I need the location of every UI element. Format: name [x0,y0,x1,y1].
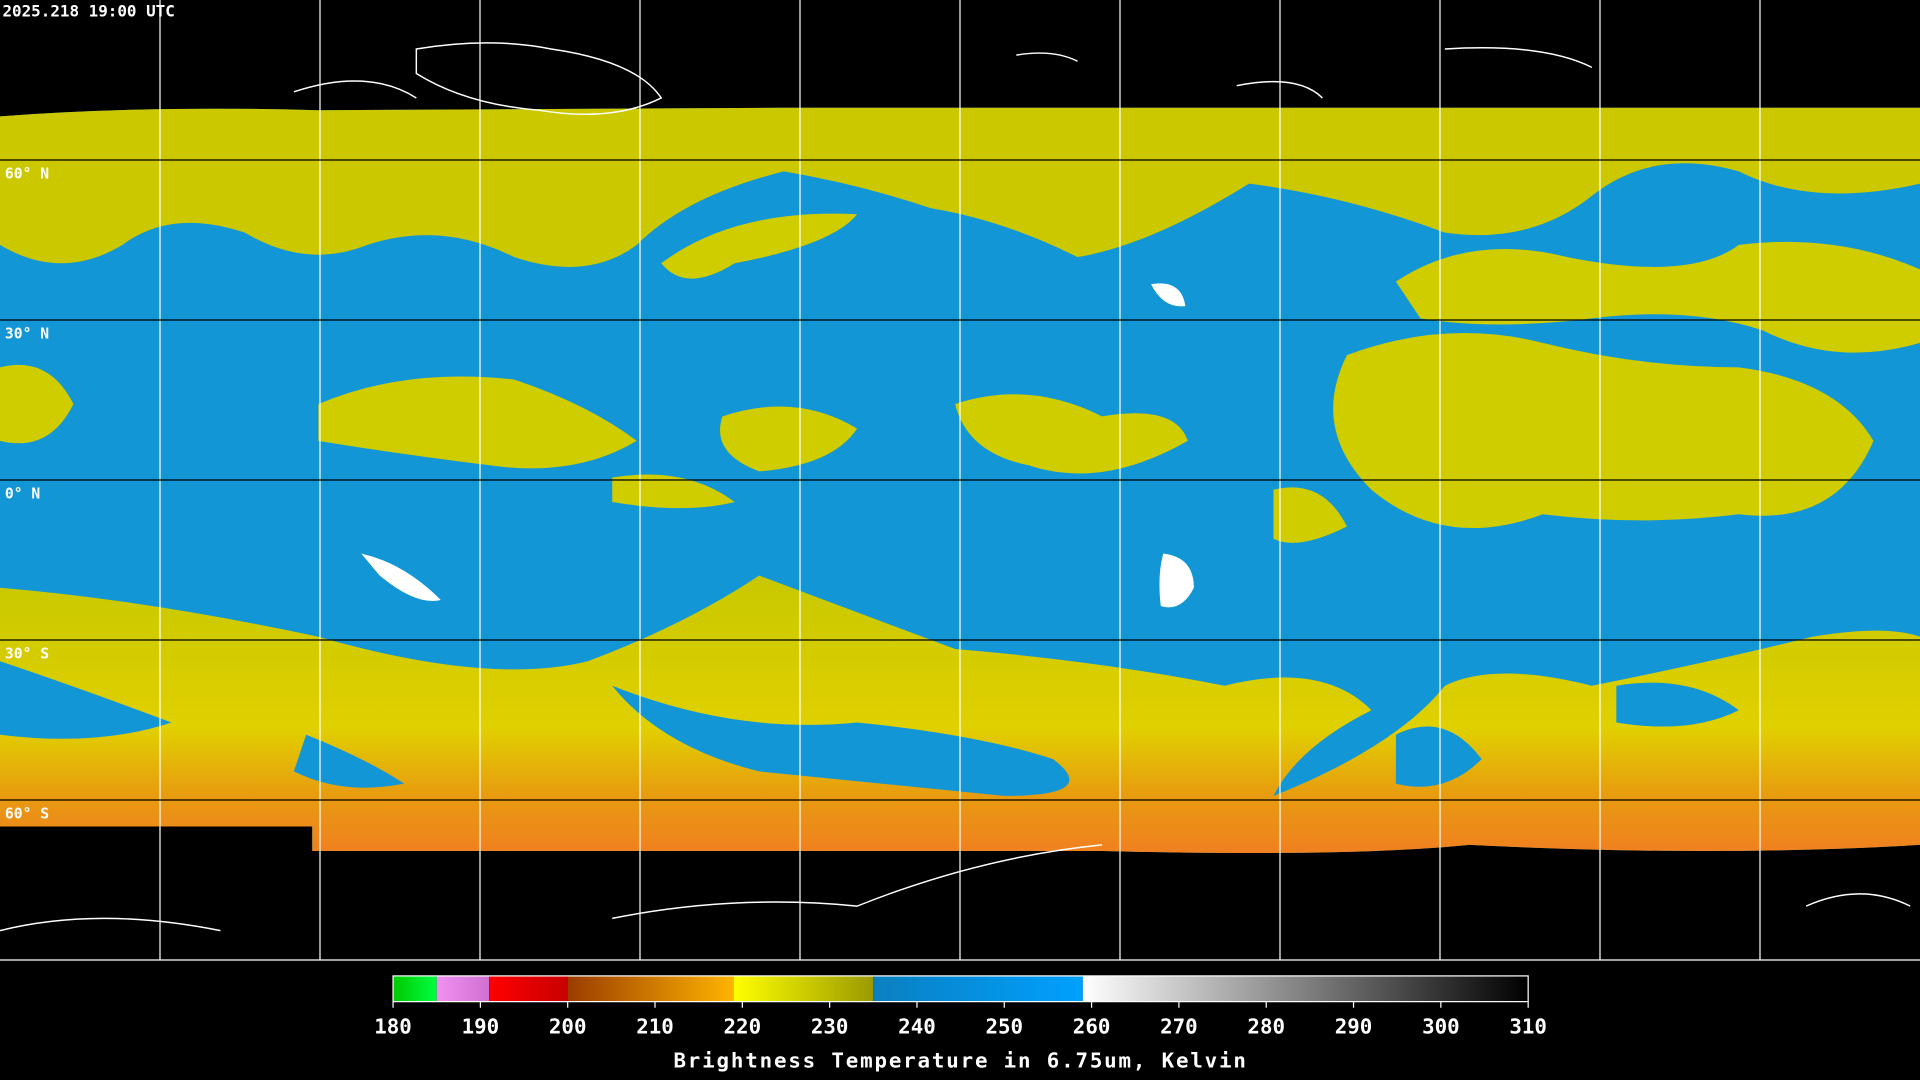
south-gaps [0,661,1739,796]
latitude-label: 30° S [5,646,49,663]
colorbar-segment [393,975,437,1002]
colorbar-tick-label: 290 [1335,1014,1373,1038]
colorbar-title: Brightness Temperature in 6.75um, Kelvin [673,1049,1247,1073]
colorbar-tick-label: 250 [985,1014,1023,1038]
coastline [0,42,1911,932]
colorbar-tick-label: 260 [1073,1014,1111,1038]
colorbar-tick-label: 270 [1160,1014,1198,1038]
latitude-label: 60° N [5,166,49,183]
timestamp: 2025.218 19:00 UTC [2,2,174,21]
colorbar-tick-label: 230 [811,1014,849,1038]
latitude-label: 60° S [5,806,49,823]
colorbar-tick-label: 210 [636,1014,674,1038]
colorbar-tick-label: 180 [374,1014,412,1038]
colorbar-segment [873,975,1083,1002]
colorbar-tick-label: 220 [724,1014,762,1038]
colorbar-segment [436,975,490,1002]
colorbar-tick-label: 310 [1509,1014,1547,1038]
colorbar-segment [567,975,734,1002]
colorbar-tick-label: 200 [549,1014,587,1038]
latitude-label: 30° N [5,326,49,343]
colorbar-segment [489,975,568,1002]
colorbar-frame [392,975,1529,1003]
colorbar-tick-label: 300 [1422,1014,1460,1038]
colorbar-tick-label: 280 [1247,1014,1285,1038]
colorbar-segment [1082,975,1529,1002]
colorbar-tick-label: 240 [898,1014,936,1038]
latitude-label: 0° N [5,486,40,503]
colorbar-tick-label: 190 [462,1014,500,1038]
colorbar-segment [733,975,874,1002]
